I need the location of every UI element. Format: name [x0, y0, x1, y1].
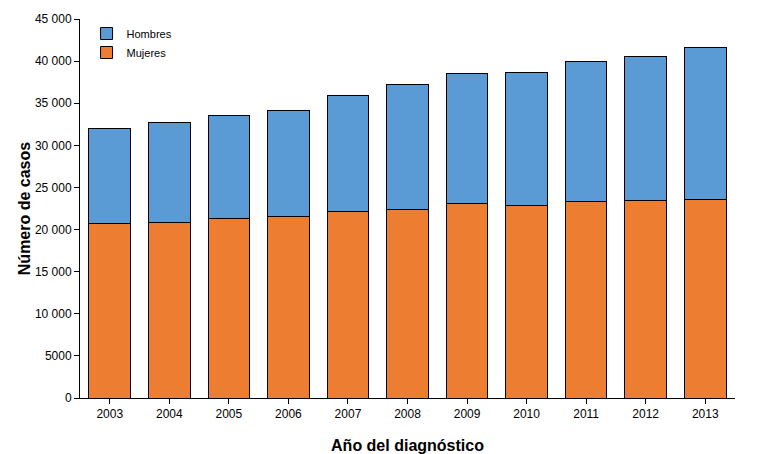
svg-text:Mujeres: Mujeres: [127, 47, 167, 59]
svg-text:Número de casos: Número de casos: [16, 142, 33, 275]
svg-text:10 000: 10 000: [35, 307, 72, 321]
svg-text:2004: 2004: [156, 407, 183, 421]
svg-text:2011: 2011: [573, 407, 599, 421]
svg-text:35 000: 35 000: [35, 96, 72, 110]
svg-text:Año del diagnóstico: Año del diagnóstico: [331, 437, 484, 454]
svg-text:20 000: 20 000: [35, 223, 72, 237]
svg-text:40 000: 40 000: [35, 54, 72, 68]
svg-text:2008: 2008: [394, 407, 421, 421]
svg-text:2010: 2010: [513, 407, 540, 421]
svg-text:2013: 2013: [692, 407, 719, 421]
svg-text:2003: 2003: [96, 407, 123, 421]
svg-text:5000: 5000: [45, 349, 72, 363]
svg-text:15 000: 15 000: [35, 265, 72, 279]
svg-text:2007: 2007: [335, 407, 362, 421]
svg-text:2005: 2005: [216, 407, 243, 421]
svg-text:Hombres: Hombres: [127, 28, 172, 40]
svg-text:2009: 2009: [454, 407, 481, 421]
svg-text:25 000: 25 000: [35, 181, 72, 195]
svg-text:2006: 2006: [275, 407, 302, 421]
svg-text:2012: 2012: [632, 407, 659, 421]
svg-text:0: 0: [65, 391, 72, 405]
svg-text:30 000: 30 000: [35, 139, 72, 153]
svg-text:45 000: 45 000: [35, 12, 72, 26]
